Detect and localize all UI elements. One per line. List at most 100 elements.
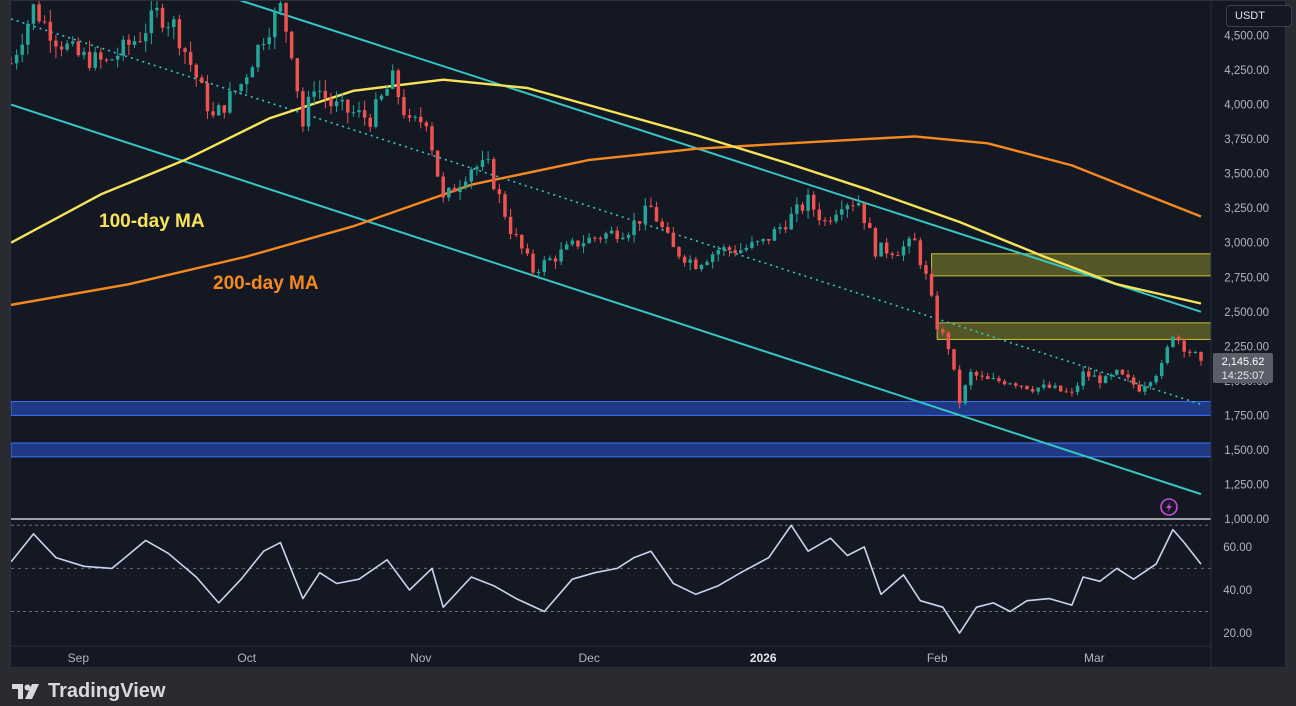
candle[interactable] [1047, 381, 1052, 389]
supply-zone-lower[interactable] [936, 322, 1211, 340]
candle[interactable] [1137, 380, 1141, 393]
candle[interactable] [946, 330, 951, 355]
candle[interactable] [441, 172, 445, 203]
candle[interactable] [228, 81, 232, 115]
candle[interactable] [660, 218, 664, 230]
candle[interactable] [188, 41, 193, 72]
candle[interactable] [750, 236, 754, 250]
candle[interactable] [626, 232, 631, 242]
candle[interactable] [896, 251, 900, 257]
candle[interactable] [26, 20, 30, 55]
candle[interactable] [222, 104, 227, 119]
candle[interactable] [1002, 379, 1007, 386]
candle[interactable] [823, 217, 827, 227]
candle[interactable] [1126, 370, 1130, 382]
candle[interactable] [82, 47, 86, 60]
candle[interactable] [289, 30, 294, 61]
candle[interactable] [194, 63, 198, 87]
candle[interactable] [637, 221, 642, 232]
candle[interactable] [1025, 385, 1029, 390]
candle[interactable] [615, 226, 619, 244]
candle[interactable] [42, 15, 47, 24]
candle[interactable] [980, 371, 984, 381]
candle[interactable] [789, 206, 793, 231]
candle[interactable] [957, 365, 962, 409]
candle[interactable] [654, 201, 659, 223]
candle[interactable] [424, 120, 429, 132]
candle[interactable] [828, 216, 833, 225]
candle[interactable] [761, 238, 765, 245]
candle[interactable] [491, 157, 496, 191]
candle[interactable] [1171, 336, 1175, 349]
candle[interactable] [817, 202, 822, 226]
candle[interactable] [559, 242, 563, 266]
candle[interactable] [256, 43, 260, 73]
candle[interactable] [1086, 366, 1091, 381]
candle[interactable] [1176, 335, 1181, 345]
candle[interactable] [1165, 344, 1170, 365]
candle[interactable] [250, 65, 255, 78]
candle[interactable] [570, 237, 575, 247]
candle[interactable] [261, 38, 266, 51]
lightning-alert-icon[interactable] [1160, 498, 1178, 516]
candle[interactable] [430, 122, 434, 156]
candle[interactable] [974, 370, 979, 381]
candle[interactable] [1154, 374, 1158, 385]
candle[interactable] [480, 150, 485, 171]
candle[interactable] [879, 242, 883, 257]
candle[interactable] [1075, 382, 1080, 396]
candle[interactable] [688, 255, 692, 271]
candle[interactable] [374, 92, 378, 129]
candle[interactable] [621, 232, 625, 240]
candle[interactable] [531, 249, 535, 277]
candle[interactable] [924, 260, 928, 280]
candle[interactable] [587, 233, 591, 244]
candle[interactable] [1109, 373, 1113, 380]
candle[interactable] [1120, 369, 1125, 376]
candle[interactable] [1019, 385, 1024, 390]
candle[interactable] [273, 7, 277, 50]
chart-frame[interactable]: 1,000.001,250.001,500.001,750.002,000.00… [10, 0, 1292, 669]
candle[interactable] [452, 184, 457, 193]
candle[interactable] [37, 1, 41, 24]
candle[interactable] [677, 246, 681, 260]
candle[interactable] [862, 202, 866, 230]
supply-zone-upper[interactable] [931, 253, 1211, 277]
candle[interactable] [127, 34, 131, 56]
ma100-line[interactable] [11, 78, 1202, 305]
candle[interactable] [851, 198, 855, 212]
candle[interactable] [317, 80, 322, 100]
candle[interactable] [1131, 374, 1136, 389]
candle[interactable] [138, 31, 142, 43]
candle[interactable] [71, 36, 75, 47]
candle[interactable] [772, 226, 777, 241]
candle[interactable] [722, 244, 726, 257]
candle[interactable] [907, 236, 911, 254]
candle[interactable] [99, 47, 103, 69]
candle[interactable] [183, 47, 187, 64]
candle[interactable] [840, 200, 844, 221]
candle[interactable] [649, 197, 653, 208]
rsi-line[interactable] [11, 524, 1202, 634]
candle[interactable] [912, 232, 917, 241]
candle[interactable] [884, 237, 889, 259]
candle[interactable] [918, 237, 923, 270]
candle[interactable] [744, 244, 749, 253]
candle[interactable] [1030, 385, 1035, 394]
candle[interactable] [1103, 374, 1108, 384]
candle[interactable] [104, 58, 109, 63]
candle[interactable] [368, 113, 372, 132]
candle[interactable] [783, 220, 788, 234]
candle[interactable] [239, 83, 243, 95]
candle[interactable] [576, 240, 580, 250]
channel-upper[interactable] [157, 1, 1202, 313]
candle[interactable] [267, 27, 271, 50]
candle[interactable] [755, 240, 760, 246]
candle[interactable] [1182, 339, 1186, 358]
candle[interactable] [997, 375, 1001, 384]
candle[interactable] [873, 226, 878, 259]
candle[interactable] [20, 33, 24, 63]
candle[interactable] [211, 101, 215, 118]
candle[interactable] [435, 150, 440, 178]
candle[interactable] [508, 208, 513, 240]
